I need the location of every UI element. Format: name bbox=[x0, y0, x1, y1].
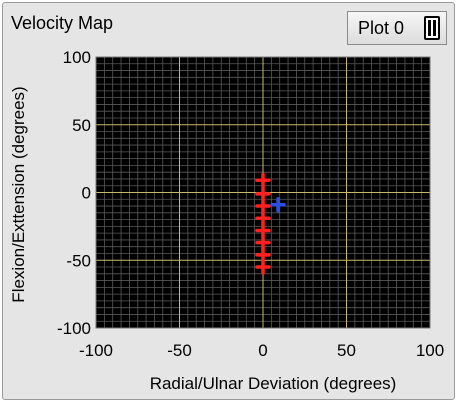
y-tick-label: 100 bbox=[63, 48, 91, 67]
blue-data-point bbox=[270, 196, 286, 213]
red-data-point bbox=[255, 172, 271, 189]
red-data-point bbox=[255, 210, 271, 226]
red-data-point bbox=[255, 247, 271, 263]
red-data-point bbox=[255, 222, 271, 239]
x-tick-label: 100 bbox=[416, 341, 444, 360]
y-axis-label: Flexion/Exttension (degrees) bbox=[9, 86, 28, 302]
y-tick-label: -100 bbox=[57, 319, 91, 338]
red-data-point bbox=[255, 259, 271, 275]
plot-legend-label: Plot 0 bbox=[358, 17, 405, 38]
x-axis-label: Radial/Ulnar Deviation (degrees) bbox=[150, 374, 397, 393]
x-tick-label: 50 bbox=[337, 341, 356, 360]
red-data-point bbox=[255, 186, 271, 202]
red-data-point bbox=[255, 234, 271, 251]
plot-frame bbox=[95, 56, 431, 329]
x-tick-label: -100 bbox=[79, 341, 113, 360]
y-tick-label: 50 bbox=[72, 116, 91, 135]
red-data-point bbox=[255, 198, 271, 214]
y-tick-label: 0 bbox=[82, 184, 91, 203]
plot-style-icon[interactable] bbox=[424, 16, 440, 40]
x-tick-label: -50 bbox=[167, 341, 192, 360]
x-tick-label: 0 bbox=[258, 341, 267, 360]
panel-title: Velocity Map bbox=[11, 13, 114, 33]
plot-legend[interactable]: Plot 0 bbox=[347, 11, 447, 45]
y-tick-label: -50 bbox=[66, 251, 91, 270]
